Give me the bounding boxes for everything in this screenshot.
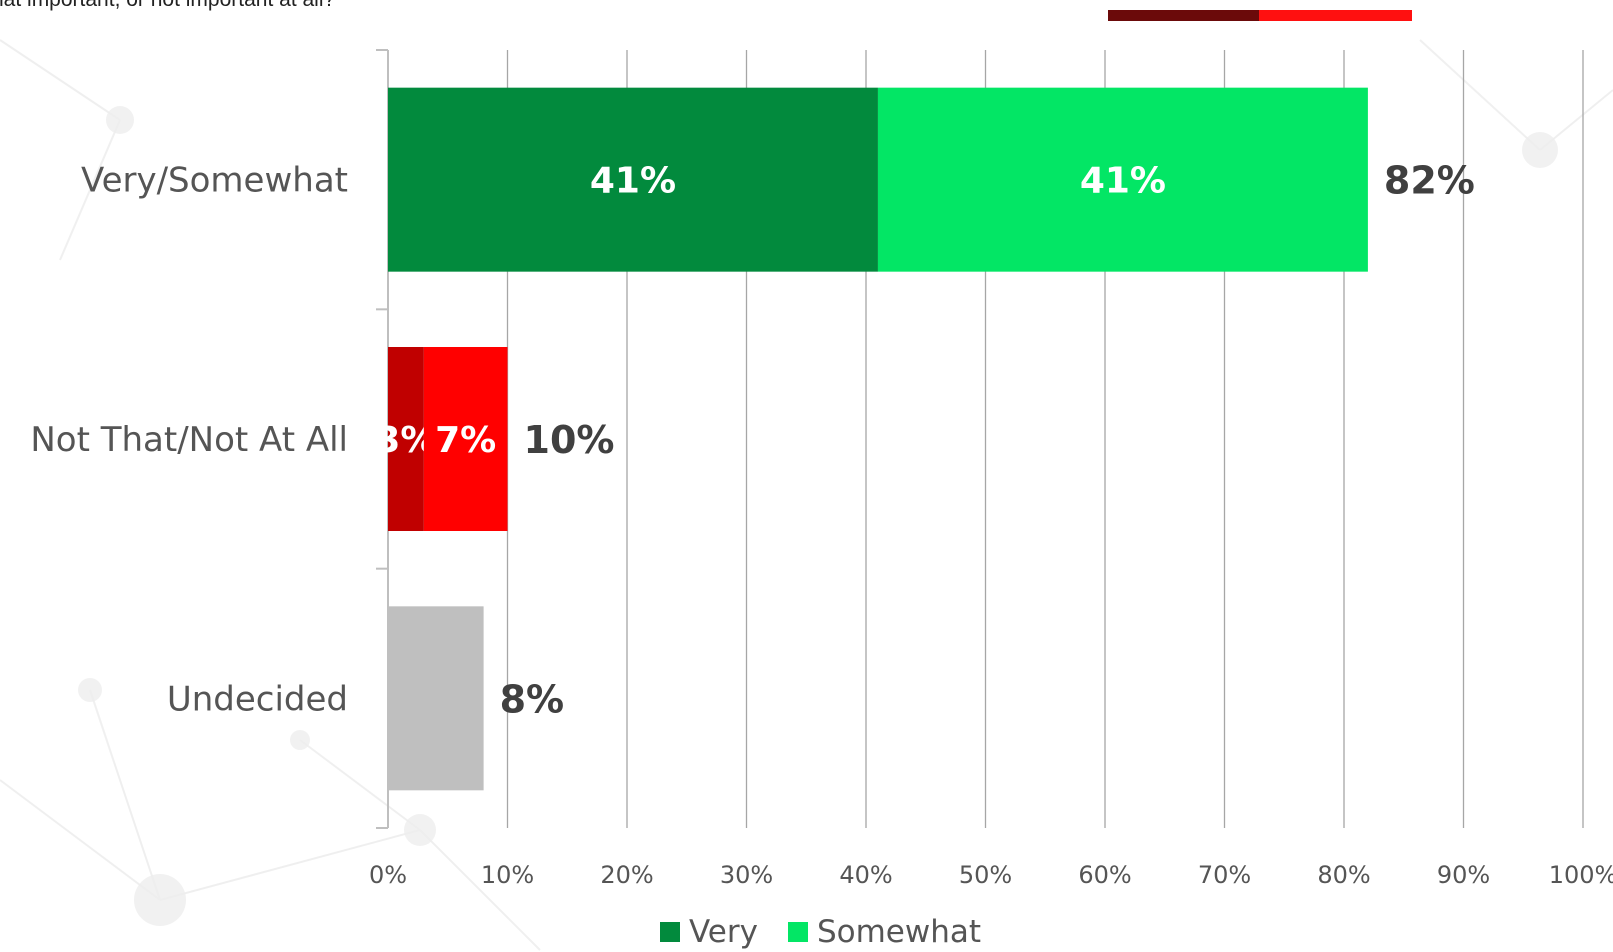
survey-question-text: hat important, or not important at all? [0, 0, 335, 12]
x-tick-label: 70% [1198, 861, 1251, 889]
x-tick-labels: 0% 10% 20% 30% 40% 50% 60% 70% 80% 90% 100% [369, 861, 1613, 889]
category-label: Undecided [167, 679, 348, 719]
x-tick-label: 40% [839, 861, 892, 889]
bar-segment [388, 87, 878, 272]
x-tick-label: 100% [1549, 861, 1613, 889]
bar-total-label: 8% [500, 677, 565, 721]
x-tick-label: 10% [481, 861, 534, 889]
legend-swatch-very [660, 922, 680, 942]
bar-series: 41% 41% 82%3%7% 10%8% [375, 87, 1475, 791]
x-tick-label: 50% [959, 861, 1012, 889]
legend-item-very: Very [660, 914, 758, 950]
bar-segment [388, 347, 424, 531]
bar-segment-label: 41% [590, 161, 676, 202]
brand-bar-dark-segment [1108, 10, 1259, 21]
bar-total-label: 82% [1384, 159, 1475, 203]
legend-label-very: Very [689, 914, 758, 950]
x-tick-label: 60% [1078, 861, 1131, 889]
chart-legend: Very Somewhat [660, 914, 1011, 950]
brand-color-bar [1108, 10, 1412, 21]
bar-segment [388, 606, 484, 791]
legend-swatch-somewhat [787, 922, 808, 942]
bar-segment-label: 7% [435, 420, 496, 461]
x-tick-label: 80% [1317, 861, 1370, 889]
legend-label-somewhat: Somewhat [816, 914, 982, 950]
x-tick-label: 0% [369, 861, 407, 889]
bar-segment-label: 41% [1080, 161, 1166, 202]
bar-segment [423, 347, 508, 531]
x-tick-label: 30% [720, 861, 773, 889]
x-tick-label: 20% [600, 861, 653, 889]
brand-bar-red-segment [1259, 10, 1412, 21]
bar-segment [877, 87, 1368, 272]
x-tick-label: 90% [1437, 861, 1490, 889]
category-label: Not That/Not At All [30, 420, 348, 460]
category-labels: Very/Somewhat Not That/Not At All Undecide… [30, 161, 348, 720]
bar-total-label: 10% [524, 418, 615, 462]
category-label: Very/Somewhat [81, 161, 348, 201]
legend-item-somewhat: Somewhat [787, 914, 982, 950]
